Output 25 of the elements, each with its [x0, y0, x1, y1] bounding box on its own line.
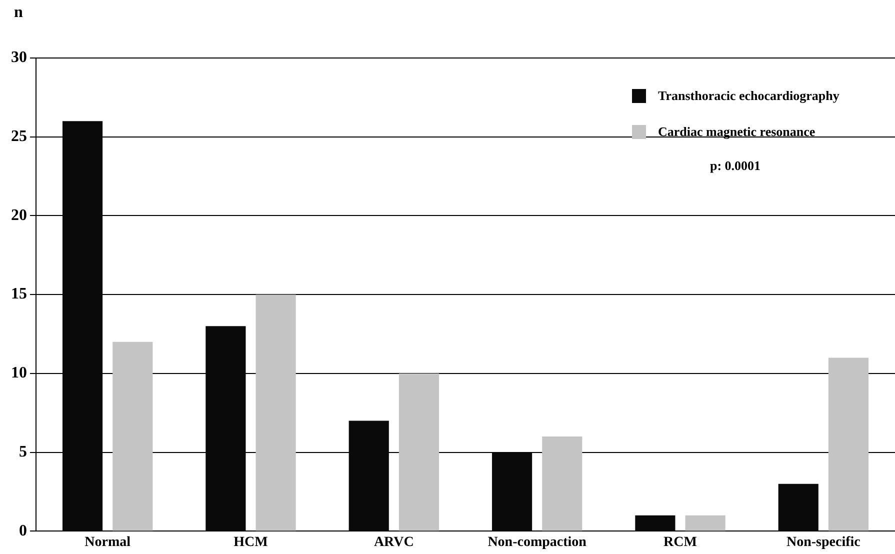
y-tick-label: 20	[11, 206, 27, 224]
bar	[542, 436, 582, 531]
y-tick-label: 15	[11, 286, 27, 303]
x-tick-label: Non-specific	[786, 535, 860, 550]
bar	[256, 294, 296, 531]
y-tick-label: 30	[11, 49, 27, 66]
bar	[635, 515, 676, 531]
y-tick-label: 25	[11, 128, 27, 146]
x-tick-label: ARVC	[374, 535, 414, 550]
y-tick-label: 0	[19, 522, 27, 540]
bar	[778, 484, 818, 531]
bar	[112, 342, 153, 531]
annotation: p: 0.0001	[710, 158, 762, 174]
y-axis-title: n	[14, 4, 23, 22]
x-tick-label: Non-compaction	[488, 535, 587, 550]
x-tick-label: HCM	[234, 535, 268, 550]
bar	[685, 515, 726, 531]
y-tick-label: 10	[11, 364, 27, 382]
legend-label: Transthoracic echocardiography	[658, 88, 840, 104]
y-tick-label: 5	[19, 443, 27, 460]
x-tick-label: RCM	[664, 535, 697, 550]
bar	[828, 358, 869, 531]
x-tick-label: Normal	[84, 535, 131, 550]
legend-label: Cardiac magnetic resonance	[658, 124, 816, 140]
bar	[398, 373, 440, 531]
